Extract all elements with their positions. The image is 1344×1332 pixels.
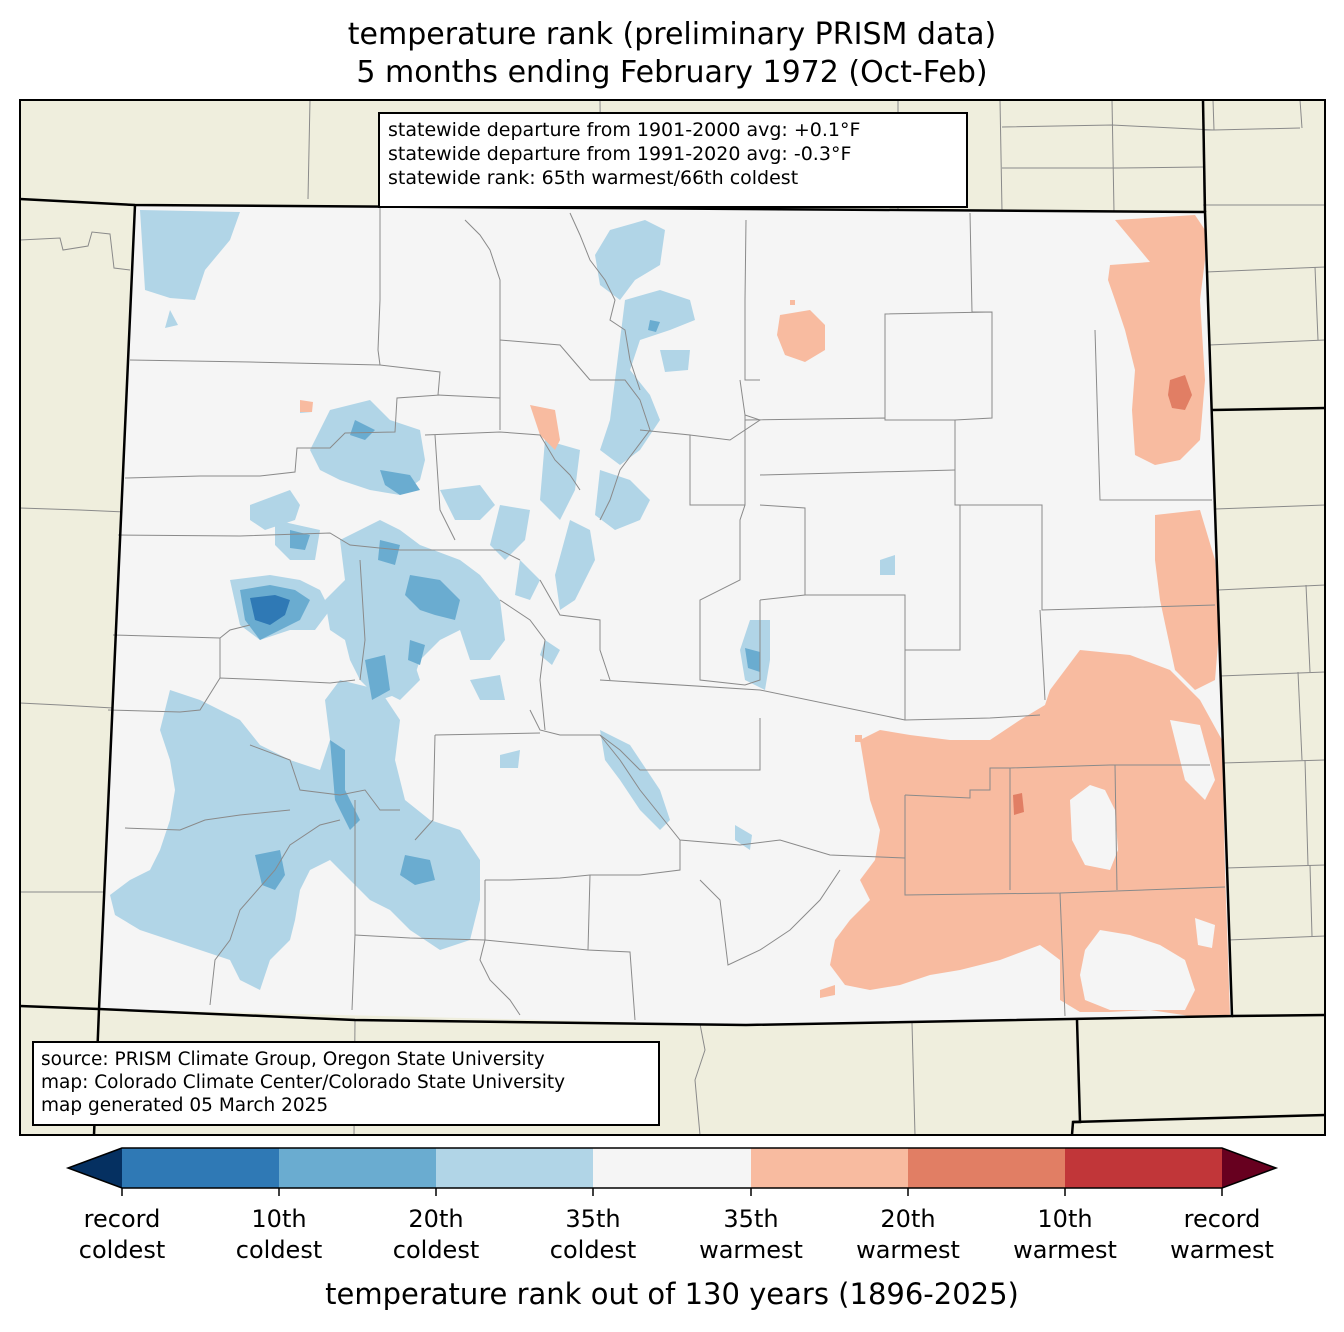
colorbar-axis-label: temperature rank out of 130 years (1896-… [325,1277,1019,1311]
colorbar-segment [908,1148,1065,1188]
colorbar-tick-label: 10th coldest [235,1205,323,1264]
colorbar-tick-label: record coldest [78,1205,166,1264]
source-line: source: PRISM Climate Group, Oregon Stat… [41,1049,545,1070]
colorbar-segment [751,1148,908,1188]
stats-departure-1991-2020: statewide departure from 1991-2020 avg: … [388,143,852,165]
colorbar-tick-label: 20th warmest [856,1205,960,1264]
colorbar-tick-label: record warmest [1170,1205,1274,1264]
source-credit-box: source: PRISM Climate Group, Oregon Stat… [32,1041,660,1126]
map-title-line1: temperature rank (preliminary PRISM data… [347,17,997,52]
colorbar-segment [1065,1148,1222,1188]
colorbar-segment [122,1148,279,1188]
colorbar-segment [436,1148,593,1188]
colorbar-extend-warm [1222,1148,1276,1188]
stats-statewide-rank: statewide rank: 65th warmest/66th coldes… [388,167,799,189]
map-title-line2: 5 months ending February 1972 (Oct-Feb) [356,55,988,90]
rank-shading [110,210,1230,1016]
stats-departure-1901-2000: statewide departure from 1901-2000 avg: … [388,119,861,141]
colorbar-tick-label: 20th coldest [392,1205,480,1264]
generated-date-line: map generated 05 March 2025 [41,1095,329,1116]
colorbar-extend-cold [68,1148,122,1188]
map-credit-line: map: Colorado Climate Center/Colorado St… [41,1072,566,1093]
colorbar-tick-label: 35th warmest [699,1205,803,1264]
state-borders [20,100,1325,1135]
colorado-county-lines [107,205,1226,1021]
map-frame [19,99,1326,1136]
colorbar-segment [593,1148,751,1188]
colorbar [65,1147,1279,1196]
colorbar-segment [279,1148,436,1188]
colorbar-tick-label: 35th coldest [549,1205,637,1264]
statewide-stats-box: statewide departure from 1901-2000 avg: … [378,112,968,208]
colorbar-tick-label: 10th warmest [1013,1205,1117,1264]
